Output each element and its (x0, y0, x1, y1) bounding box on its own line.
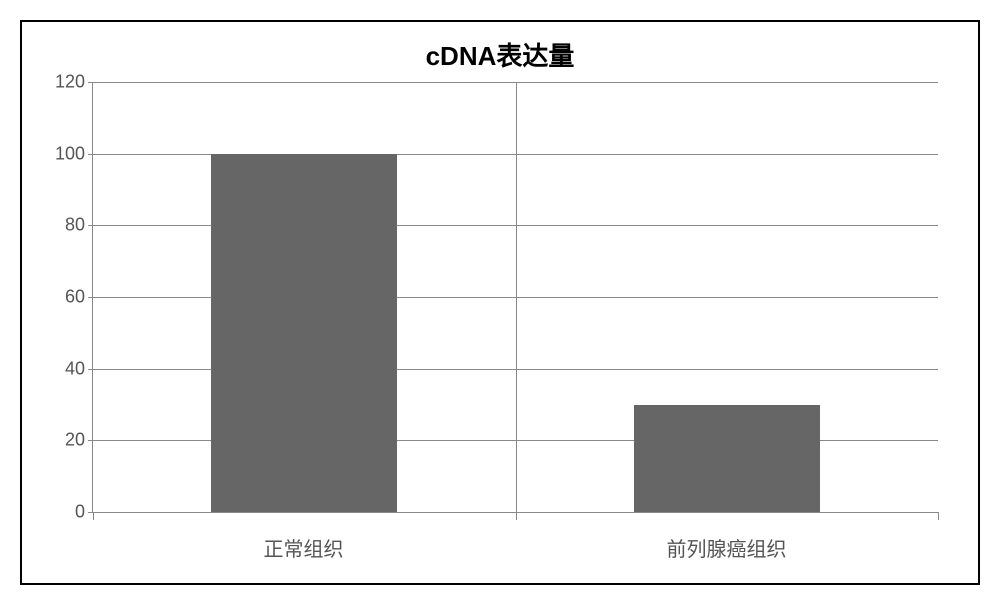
y-tick-mark (88, 297, 93, 298)
y-tick-mark (88, 154, 93, 155)
x-axis-labels: 正常组织前列腺癌组织 (92, 513, 938, 583)
y-tick-label: 40 (43, 358, 85, 379)
y-tick-label: 120 (43, 72, 85, 93)
plot-area: 020406080100120 (92, 82, 938, 513)
y-tick-label: 80 (43, 215, 85, 236)
y-tick-label: 60 (43, 287, 85, 308)
y-tick-label: 100 (43, 143, 85, 164)
bar (211, 154, 397, 512)
y-tick-mark (88, 369, 93, 370)
chart-title: cDNA表达量 (22, 22, 978, 81)
y-tick-label: 20 (43, 430, 85, 451)
y-tick-mark (88, 82, 93, 83)
x-tick-mark (938, 512, 939, 520)
category-divider (516, 82, 517, 520)
y-tick-mark (88, 440, 93, 441)
plot-wrap: 020406080100120 (92, 82, 938, 513)
y-tick-label: 0 (43, 502, 85, 523)
y-tick-mark (88, 225, 93, 226)
x-axis-label: 正常组织 (92, 533, 515, 562)
chart-container: cDNA表达量 020406080100120 正常组织前列腺癌组织 (20, 20, 980, 585)
bar (634, 405, 820, 513)
x-axis-label: 前列腺癌组织 (515, 533, 938, 562)
